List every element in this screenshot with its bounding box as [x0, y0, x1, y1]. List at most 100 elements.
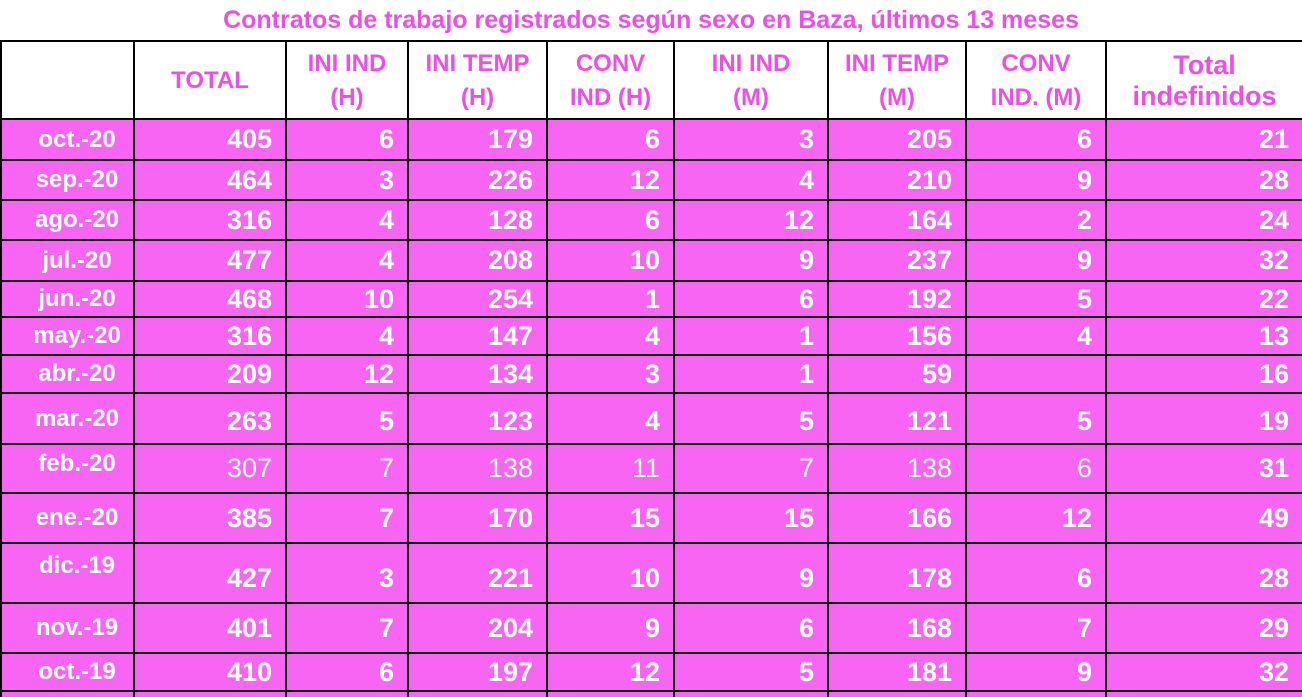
data-cell[interactable]: 181	[827, 652, 967, 692]
data-cell[interactable]: 401	[133, 602, 287, 654]
data-cell[interactable]: 10	[285, 280, 409, 318]
data-cell[interactable]: 6	[965, 542, 1107, 604]
data-cell[interactable]: 32	[1105, 239, 1302, 282]
row-label[interactable]: jul.-20	[0, 239, 135, 282]
data-cell[interactable]: 385	[133, 492, 287, 544]
data-cell[interactable]: 7	[285, 602, 409, 654]
data-cell[interactable]: 6	[546, 199, 675, 241]
data-cell[interactable]: 221	[407, 542, 548, 604]
data-cell[interactable]: 6	[285, 118, 409, 161]
data-cell[interactable]: 28	[1105, 542, 1302, 604]
row-label[interactable]: sep.-20	[0, 159, 135, 201]
data-cell[interactable]: 210	[827, 159, 967, 201]
data-cell[interactable]: 6	[673, 602, 829, 654]
data-cell[interactable]: 3	[285, 542, 409, 604]
data-cell[interactable]: 9	[673, 542, 829, 604]
data-cell[interactable]: 5	[285, 392, 409, 445]
data-cell[interactable]: 226	[407, 159, 548, 201]
data-cell[interactable]: 4	[285, 239, 409, 282]
data-cell[interactable]: 16	[1105, 354, 1302, 394]
data-cell[interactable]: 12	[285, 354, 409, 394]
data-cell[interactable]: 123	[407, 392, 548, 445]
row-label[interactable]: dic.-19	[0, 542, 135, 604]
data-cell[interactable]: 9	[965, 159, 1107, 201]
data-cell[interactable]: 178	[827, 542, 967, 604]
data-cell[interactable]: 156	[827, 316, 967, 356]
data-cell[interactable]: 19	[1105, 392, 1302, 445]
row-label[interactable]: ago.-20	[0, 199, 135, 241]
column-header-ini-temp-h[interactable]: INI TEMP (H)	[407, 40, 548, 120]
data-cell[interactable]	[546, 690, 675, 697]
data-cell[interactable]: 11	[546, 443, 675, 494]
row-label[interactable]: mar.-20	[0, 392, 135, 445]
data-cell[interactable]: 170	[407, 492, 548, 544]
data-cell[interactable]: 166	[827, 492, 967, 544]
data-cell[interactable]	[965, 690, 1107, 697]
data-cell[interactable]: 147	[407, 316, 548, 356]
data-cell[interactable]: 164	[827, 199, 967, 241]
row-label[interactable]: nov.-19	[0, 602, 135, 654]
data-cell[interactable]: 7	[673, 443, 829, 494]
data-cell[interactable]: 205	[827, 118, 967, 161]
data-cell[interactable]: 12	[673, 199, 829, 241]
column-header-ini-ind-m[interactable]: INI IND (M)	[673, 40, 829, 120]
row-label[interactable]: may.-20	[0, 316, 135, 356]
column-header-conv-ind-h[interactable]: CONV IND (H)	[546, 40, 675, 120]
data-cell[interactable]: 29	[1105, 602, 1302, 654]
data-cell[interactable]: 10	[546, 542, 675, 604]
data-cell[interactable]	[133, 690, 287, 697]
data-cell[interactable]: 32	[1105, 652, 1302, 692]
data-cell[interactable]: 197	[407, 652, 548, 692]
corner-cell[interactable]	[0, 40, 135, 120]
data-cell[interactable]	[965, 354, 1107, 394]
data-cell[interactable]: 2	[965, 199, 1107, 241]
data-cell[interactable]: 21	[1105, 118, 1302, 161]
data-cell[interactable]: 4	[965, 316, 1107, 356]
data-cell[interactable]: 3	[673, 118, 829, 161]
data-cell[interactable]: 13	[1105, 316, 1302, 356]
data-cell[interactable]: 10	[546, 239, 675, 282]
data-cell[interactable]: 4	[546, 392, 675, 445]
data-cell[interactable]: 22	[1105, 280, 1302, 318]
data-cell[interactable]: 464	[133, 159, 287, 201]
data-cell[interactable]: 209	[133, 354, 287, 394]
data-cell[interactable]: 477	[133, 239, 287, 282]
data-cell[interactable]: 49	[1105, 492, 1302, 544]
data-cell[interactable]: 12	[546, 159, 675, 201]
data-cell[interactable]: 179	[407, 118, 548, 161]
data-cell[interactable]: 6	[546, 118, 675, 161]
data-cell[interactable]: 4	[673, 159, 829, 201]
column-header-total-indefinidos[interactable]: Total indefinidos	[1105, 40, 1302, 120]
data-cell[interactable]: 7	[285, 443, 409, 494]
data-cell[interactable]: 4	[285, 199, 409, 241]
data-cell[interactable]: 128	[407, 199, 548, 241]
data-cell[interactable]: 5	[673, 652, 829, 692]
data-cell[interactable]: 59	[827, 354, 967, 394]
data-cell[interactable]: 3	[285, 159, 409, 201]
data-cell[interactable]: 208	[407, 239, 548, 282]
data-cell[interactable]: 3	[546, 354, 675, 394]
data-cell[interactable]: 9	[546, 602, 675, 654]
data-cell[interactable]: 4	[546, 316, 675, 356]
column-header-total[interactable]: TOTAL	[133, 40, 287, 120]
data-cell[interactable]: 6	[285, 652, 409, 692]
data-cell[interactable]: 9	[673, 239, 829, 282]
data-cell[interactable]	[827, 690, 967, 697]
data-cell[interactable]: 24	[1105, 199, 1302, 241]
data-cell[interactable]	[1105, 690, 1302, 697]
data-cell[interactable]: 254	[407, 280, 548, 318]
data-cell[interactable]: 263	[133, 392, 287, 445]
row-label[interactable]: oct.-19	[0, 652, 135, 692]
data-cell[interactable]: 307	[133, 443, 287, 494]
data-cell[interactable]: 5	[965, 280, 1107, 318]
data-cell[interactable]: 410	[133, 652, 287, 692]
data-cell[interactable]: 468	[133, 280, 287, 318]
data-cell[interactable]: 1	[673, 354, 829, 394]
data-cell[interactable]: 6	[965, 443, 1107, 494]
row-label[interactable]: jun.-20	[0, 280, 135, 318]
column-header-conv-ind-m[interactable]: CONV IND. (M)	[965, 40, 1107, 120]
data-cell[interactable]: 134	[407, 354, 548, 394]
data-cell[interactable]: 405	[133, 118, 287, 161]
data-cell[interactable]: 12	[546, 652, 675, 692]
data-cell[interactable]	[285, 690, 409, 697]
